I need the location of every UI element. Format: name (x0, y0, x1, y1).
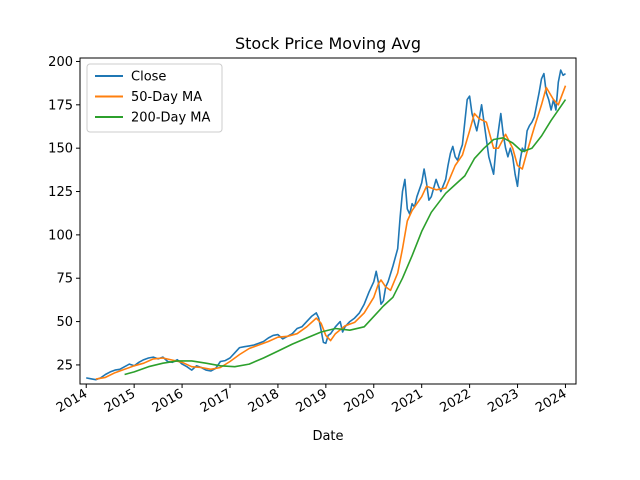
legend-label-0: Close (131, 70, 166, 85)
y-tick-label: 25 (56, 358, 73, 373)
legend-label-1: 50-Day MA (131, 90, 202, 105)
legend: Close 50-Day MA 200-Day MA (86, 63, 223, 133)
series-layer (86, 69, 567, 381)
legend-label-2: 200-Day MA (131, 111, 211, 126)
series-line-1 (95, 85, 567, 380)
y-tick-label: 100 (48, 228, 73, 243)
plot-frame (79, 57, 577, 385)
y-ticks: 25 50 75 100 125 150 175 200 (48, 55, 80, 373)
y-tick-label: 200 (48, 55, 73, 70)
y-tick-label: 125 (48, 185, 73, 200)
y-tick-label: 75 (56, 272, 73, 287)
series-line-2 (124, 99, 567, 376)
chart-title: Stock Price Moving Avg (235, 34, 421, 53)
legend-box (86, 63, 223, 133)
series-line-0 (86, 69, 566, 381)
y-tick-label: 50 (56, 315, 73, 330)
x-axis-label: Date (312, 429, 343, 444)
y-tick-label: 150 (48, 142, 73, 157)
y-tick-label: 175 (48, 98, 73, 113)
